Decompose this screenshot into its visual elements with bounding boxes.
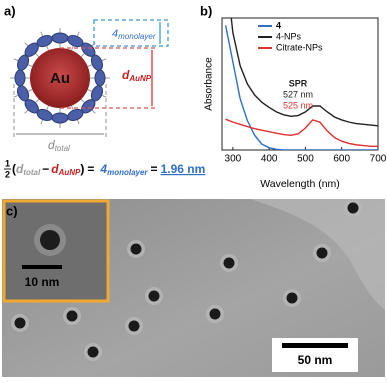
panel-b: b) Absorbance Wavelength (nm) 300 400 500 6…	[200, 3, 387, 190]
core-label: Au	[50, 70, 70, 87]
y-axis-label: Absorbance	[204, 57, 215, 111]
annotation: SPR	[289, 78, 308, 88]
panel-label: a)	[4, 3, 16, 18]
panel-label: c)	[6, 203, 18, 218]
x-tick-label: 400	[261, 154, 278, 165]
particle	[87, 346, 99, 358]
particles	[11, 199, 362, 361]
monolayer-label: 4monolayer	[112, 28, 156, 41]
particle	[209, 308, 221, 320]
tem-background	[250, 199, 385, 310]
scale-label: 50 nm	[298, 353, 333, 367]
particle	[286, 292, 298, 304]
equation: (dtotal − dAuNP) = 4monolayer = 1.96 nm	[12, 162, 205, 177]
ligand-head	[90, 54, 103, 71]
particle	[66, 310, 78, 322]
inset-scale-label: 10 nm	[25, 275, 60, 289]
panel-a: a) Au 4monolayer dAuNP dtotal 1 2 (dtota…	[4, 3, 205, 179]
particle	[148, 290, 160, 302]
legend-label: Citrate-NPs	[276, 42, 323, 52]
particle	[347, 202, 359, 214]
legend-label: 4	[276, 20, 281, 30]
inset-scale-bar	[22, 265, 62, 269]
total-label: dtotal	[48, 138, 70, 153]
series-line	[225, 118, 378, 148]
annotation: 525 nm	[283, 100, 313, 110]
eq-num: 1	[5, 158, 10, 168]
series-line	[230, 18, 378, 127]
annotation: 527 nm	[283, 89, 313, 99]
inset-particle	[40, 230, 60, 250]
x-axis-label: Wavelength (nm)	[260, 178, 340, 190]
particle	[14, 317, 26, 329]
particle	[316, 247, 328, 259]
gold-core	[30, 48, 90, 108]
ligand-head	[51, 32, 69, 44]
ligand-head	[51, 112, 69, 124]
legend-label: 4-NPs	[276, 31, 302, 41]
particle	[128, 320, 140, 332]
x-tick-label: 600	[333, 154, 350, 165]
ligand-shell	[10, 28, 110, 128]
x-tick-label: 700	[370, 154, 387, 165]
ligand-head	[14, 69, 26, 87]
particle	[130, 243, 142, 255]
scale-bar	[282, 343, 348, 348]
x-tick-label: 500	[297, 154, 314, 165]
ligand-head	[94, 69, 106, 87]
monolayer-box	[93, 19, 169, 47]
x-tick-label: 300	[225, 154, 242, 165]
aunp-label: dAuNP	[122, 68, 152, 83]
panel-c: 10 nm 50 nm c)	[2, 199, 385, 377]
eq-den: 2	[5, 169, 10, 179]
particle	[223, 257, 235, 269]
panel-label: b)	[200, 3, 212, 18]
